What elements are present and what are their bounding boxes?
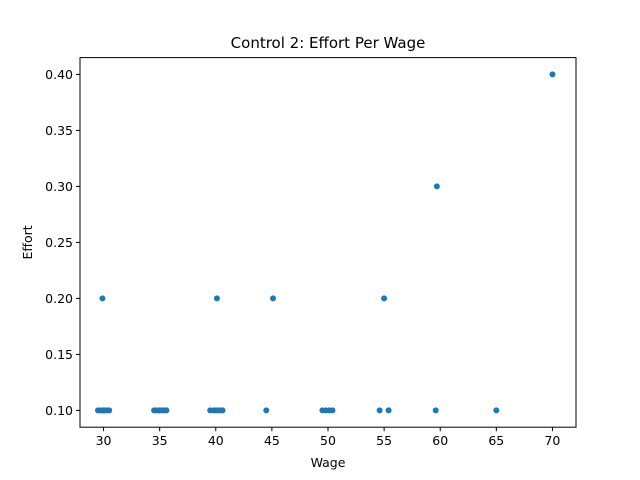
x-axis-ticks: 30 35 40 45 50 55 60 65 70 [96, 427, 560, 448]
x-tick-label: 35 [152, 433, 168, 448]
data-point [163, 407, 170, 414]
data-point [381, 295, 388, 302]
x-tick-label: 65 [488, 433, 504, 448]
data-point [493, 407, 500, 414]
data-point [213, 295, 220, 302]
y-tick-label: 0.20 [45, 291, 73, 306]
y-tick-label: 0.30 [45, 179, 73, 194]
data-point [329, 407, 336, 414]
y-tick-label: 0.40 [45, 67, 73, 82]
data-point [376, 407, 383, 414]
data-point [385, 407, 392, 414]
x-tick-label: 70 [544, 433, 560, 448]
data-point [106, 407, 113, 414]
x-tick-label: 50 [320, 433, 336, 448]
data-points [94, 71, 556, 414]
y-tick-label: 0.25 [45, 235, 73, 250]
y-tick-label: 0.35 [45, 123, 73, 138]
plot-frame [79, 57, 577, 428]
x-tick-label: 60 [432, 433, 448, 448]
y-tick-label: 0.10 [45, 403, 73, 418]
data-point [549, 71, 556, 78]
data-point [270, 295, 277, 302]
data-point [432, 407, 439, 414]
data-point [99, 295, 106, 302]
x-tick-label: 40 [208, 433, 224, 448]
data-point [433, 183, 440, 190]
x-tick-label: 30 [96, 433, 112, 448]
x-tick-label: 55 [376, 433, 392, 448]
data-point [263, 407, 270, 414]
y-axis-ticks: 0.10 0.15 0.20 0.25 0.30 0.35 0.40 [45, 67, 80, 418]
y-tick-label: 0.15 [45, 347, 73, 362]
data-point [219, 407, 226, 414]
x-tick-label: 45 [264, 433, 280, 448]
x-axis-label: Wage [311, 455, 346, 470]
y-axis-label: Effort [20, 225, 35, 259]
chart-title: Control 2: Effort Per Wage [231, 34, 426, 52]
